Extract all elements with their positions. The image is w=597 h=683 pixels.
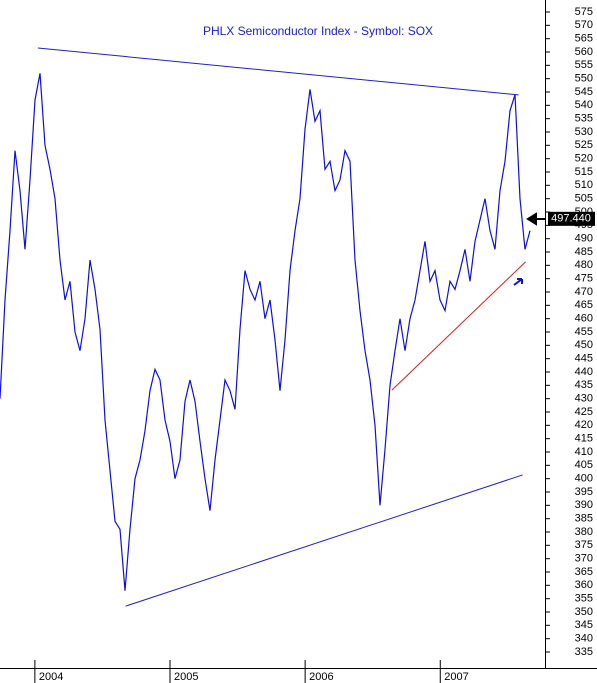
y-tick-label: 425 bbox=[575, 406, 593, 418]
x-tick-label: 2005 bbox=[174, 671, 198, 683]
y-tick-label: 390 bbox=[575, 499, 593, 511]
y-tick-label: 385 bbox=[575, 513, 593, 525]
y-tick-label: 475 bbox=[575, 273, 593, 285]
y-tick-label: 480 bbox=[575, 259, 593, 271]
y-tick-label: 430 bbox=[575, 393, 593, 405]
y-tick-label: 540 bbox=[575, 99, 593, 111]
y-tick-label: 370 bbox=[575, 553, 593, 565]
y-tick-label: 560 bbox=[575, 46, 593, 58]
y-tick-label: 365 bbox=[575, 566, 593, 578]
y-tick-label: 340 bbox=[575, 633, 593, 645]
y-tick-label: 505 bbox=[575, 193, 593, 205]
y-tick-label: 350 bbox=[575, 606, 593, 618]
last-price-arrow bbox=[526, 212, 546, 226]
y-tick-label: 530 bbox=[575, 126, 593, 138]
y-tick-label: 455 bbox=[575, 326, 593, 338]
y-tick-label: 565 bbox=[575, 33, 593, 45]
last-price-label: 497.440 bbox=[551, 213, 591, 225]
price-line bbox=[0, 73, 531, 591]
y-tick-label: 490 bbox=[575, 233, 593, 245]
x-tick-label: 2006 bbox=[309, 671, 333, 683]
y-tick-label: 515 bbox=[575, 166, 593, 178]
y-tick-label: 520 bbox=[575, 153, 593, 165]
y-tick-label: 420 bbox=[575, 419, 593, 431]
y-tick-label: 360 bbox=[575, 579, 593, 591]
y-tick-label: 465 bbox=[575, 299, 593, 311]
y-tick-label: 445 bbox=[575, 353, 593, 365]
y-tick-label: 555 bbox=[575, 59, 593, 71]
y-tick-label: 450 bbox=[575, 339, 593, 351]
y-tick-label: 470 bbox=[575, 286, 593, 298]
y-tick-label: 510 bbox=[575, 179, 593, 191]
y-tick-label: 405 bbox=[575, 459, 593, 471]
y-tick-label: 575 bbox=[575, 6, 593, 18]
x-tick-label: 2007 bbox=[444, 671, 468, 683]
x-tick-label: 2004 bbox=[39, 671, 63, 683]
y-tick-label: 335 bbox=[575, 646, 593, 658]
y-tick-label: 440 bbox=[575, 366, 593, 378]
y-tick-label: 550 bbox=[575, 73, 593, 85]
y-tick-label: 460 bbox=[575, 313, 593, 325]
chart-title: PHLX Semiconductor Index - Symbol: SOX bbox=[203, 24, 433, 38]
y-tick-label: 345 bbox=[575, 619, 593, 631]
last-price-box bbox=[548, 211, 595, 226]
y-tick-label: 535 bbox=[575, 113, 593, 125]
y-tick-label: 415 bbox=[575, 433, 593, 445]
y-tick-label: 400 bbox=[575, 473, 593, 485]
y-tick-label: 435 bbox=[575, 379, 593, 391]
trendline bbox=[391, 261, 526, 391]
y-tick-label: 485 bbox=[575, 246, 593, 258]
y-tick-label: 375 bbox=[575, 539, 593, 551]
y-tick-label: 545 bbox=[575, 86, 593, 98]
y-tick-label: 525 bbox=[575, 139, 593, 151]
y-tick-label: 380 bbox=[575, 526, 593, 538]
trendline bbox=[37, 47, 519, 96]
pointer-arrow bbox=[513, 278, 523, 286]
y-tick-label: 410 bbox=[575, 446, 593, 458]
y-tick-label: 355 bbox=[575, 593, 593, 605]
y-tick-label: 395 bbox=[575, 486, 593, 498]
trendline bbox=[125, 474, 523, 607]
y-tick-label: 570 bbox=[575, 19, 593, 31]
